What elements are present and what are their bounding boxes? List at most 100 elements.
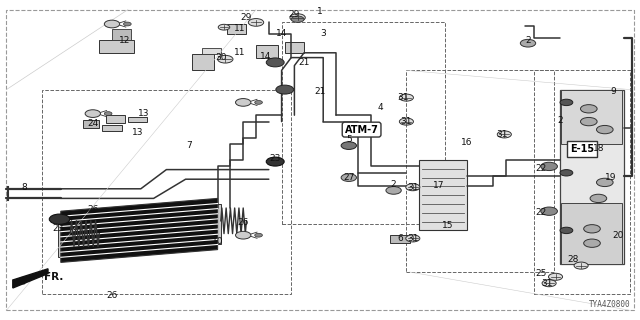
Circle shape: [590, 194, 607, 203]
Circle shape: [541, 207, 557, 215]
Circle shape: [574, 262, 588, 269]
Circle shape: [560, 170, 573, 176]
Circle shape: [341, 142, 356, 149]
Text: 14: 14: [276, 29, 287, 38]
Circle shape: [560, 227, 573, 234]
Polygon shape: [61, 198, 218, 262]
Text: 7: 7: [186, 141, 191, 150]
Circle shape: [255, 233, 262, 237]
Bar: [282, 22, 445, 224]
Bar: [285, 42, 304, 53]
Circle shape: [104, 20, 120, 28]
Text: E-15: E-15: [570, 144, 595, 154]
Circle shape: [290, 14, 305, 21]
Circle shape: [386, 187, 401, 194]
Text: 9: 9: [611, 87, 616, 96]
Circle shape: [276, 85, 294, 94]
Bar: [102, 125, 122, 131]
Text: 13: 13: [138, 109, 150, 118]
Circle shape: [497, 131, 511, 138]
Circle shape: [291, 16, 304, 22]
Circle shape: [236, 231, 251, 239]
Text: 26: 26: [87, 205, 99, 214]
Text: 22: 22: [535, 208, 547, 217]
Circle shape: [341, 174, 356, 181]
Circle shape: [85, 110, 100, 117]
Text: 31: 31: [401, 117, 412, 126]
Text: 21: 21: [314, 87, 326, 96]
Circle shape: [124, 22, 131, 26]
Bar: [390, 235, 410, 243]
Bar: [206, 204, 221, 244]
Text: 29: 29: [241, 13, 252, 22]
Circle shape: [596, 178, 613, 187]
Bar: [128, 117, 147, 122]
Text: 31: 31: [407, 234, 419, 243]
Bar: [561, 203, 622, 264]
Circle shape: [548, 273, 563, 280]
Circle shape: [218, 55, 233, 63]
Text: 8: 8: [22, 183, 27, 192]
Circle shape: [584, 239, 600, 247]
Bar: [202, 48, 221, 54]
Circle shape: [580, 117, 597, 126]
Text: 31: 31: [541, 279, 553, 288]
Circle shape: [236, 99, 251, 106]
Circle shape: [255, 100, 262, 104]
Circle shape: [104, 112, 112, 116]
Circle shape: [399, 94, 413, 101]
Text: 19: 19: [605, 173, 617, 182]
Bar: [83, 120, 99, 128]
Circle shape: [584, 225, 600, 233]
Text: 2: 2: [557, 116, 563, 124]
Bar: [99, 40, 134, 53]
Bar: [419, 160, 467, 230]
Circle shape: [541, 162, 557, 171]
Bar: [560, 90, 624, 264]
Polygon shape: [13, 269, 48, 288]
Bar: [256, 45, 278, 58]
Circle shape: [406, 235, 420, 242]
Text: TYA4Z0800: TYA4Z0800: [589, 300, 630, 309]
Text: 11: 11: [234, 24, 246, 33]
Text: 31: 31: [407, 183, 419, 192]
Text: 21: 21: [298, 58, 310, 67]
Text: 5: 5: [346, 135, 351, 144]
Text: 14: 14: [260, 52, 271, 60]
Circle shape: [596, 125, 613, 134]
Text: 25: 25: [535, 269, 547, 278]
Text: 20: 20: [612, 231, 623, 240]
Text: 31: 31: [497, 130, 508, 139]
Circle shape: [399, 118, 413, 125]
Text: 24: 24: [87, 119, 99, 128]
Circle shape: [248, 19, 264, 26]
Bar: [406, 70, 554, 272]
Text: 2: 2: [525, 36, 531, 44]
Circle shape: [49, 214, 70, 224]
Bar: [192, 54, 214, 70]
Bar: [112, 29, 131, 40]
Text: 13: 13: [132, 128, 143, 137]
Text: FR.: FR.: [44, 272, 63, 282]
Text: 29: 29: [289, 10, 300, 19]
Text: 26: 26: [237, 218, 249, 227]
Text: 26: 26: [106, 292, 118, 300]
Bar: [42, 90, 291, 294]
Bar: [227, 24, 246, 34]
Text: 23: 23: [269, 154, 281, 163]
Circle shape: [218, 24, 230, 30]
Circle shape: [406, 184, 420, 191]
Text: 10: 10: [212, 237, 223, 246]
Bar: [534, 70, 630, 294]
Text: 11: 11: [234, 48, 246, 57]
Circle shape: [520, 39, 536, 47]
Circle shape: [560, 99, 573, 106]
Text: 22: 22: [535, 164, 547, 172]
Text: 16: 16: [461, 138, 473, 147]
Text: 3: 3: [321, 29, 326, 38]
Text: 6: 6: [397, 234, 403, 243]
Text: 27: 27: [343, 173, 355, 182]
Circle shape: [266, 58, 284, 67]
Text: 15: 15: [442, 221, 454, 230]
Text: 30: 30: [215, 53, 227, 62]
